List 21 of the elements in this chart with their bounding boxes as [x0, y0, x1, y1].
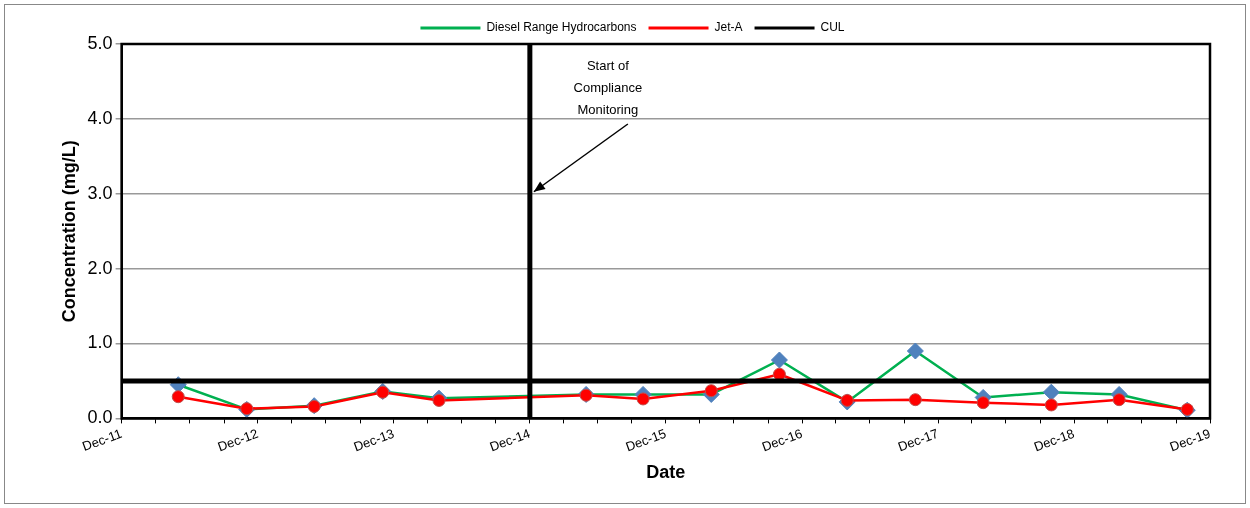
- y-tick-label: 2.0: [87, 257, 113, 278]
- legend-label: Diesel Range Hydrocarbons: [486, 20, 637, 35]
- x-axis-title: Date: [646, 462, 686, 483]
- x-tick-label: Dec-11: [80, 425, 124, 454]
- legend-label: CUL: [820, 20, 845, 35]
- x-tick-label: Dec-17: [895, 425, 941, 455]
- y-axis-title: Concentration (mg/L): [58, 140, 79, 323]
- y-tick-label: 1.0: [87, 332, 113, 353]
- y-tick-label: 5.0: [87, 32, 113, 53]
- x-tick-label: Dec-13: [351, 425, 397, 455]
- y-tick-label: 0.0: [87, 407, 113, 428]
- x-tick-label: Dec-15: [623, 425, 669, 455]
- y-tick-label: 3.0: [87, 182, 113, 203]
- legend-label: Jet-A: [714, 20, 743, 35]
- x-tick-label: Dec-19: [1167, 425, 1213, 455]
- x-tick-label: Dec-12: [215, 425, 261, 455]
- y-tick-label: 4.0: [87, 107, 113, 128]
- x-tick-label: Dec-18: [1031, 425, 1077, 455]
- annotation: Start of Compliance Monitoring: [573, 57, 643, 117]
- x-tick-label: Dec-14: [487, 425, 533, 455]
- x-tick-label: Dec-16: [759, 425, 805, 455]
